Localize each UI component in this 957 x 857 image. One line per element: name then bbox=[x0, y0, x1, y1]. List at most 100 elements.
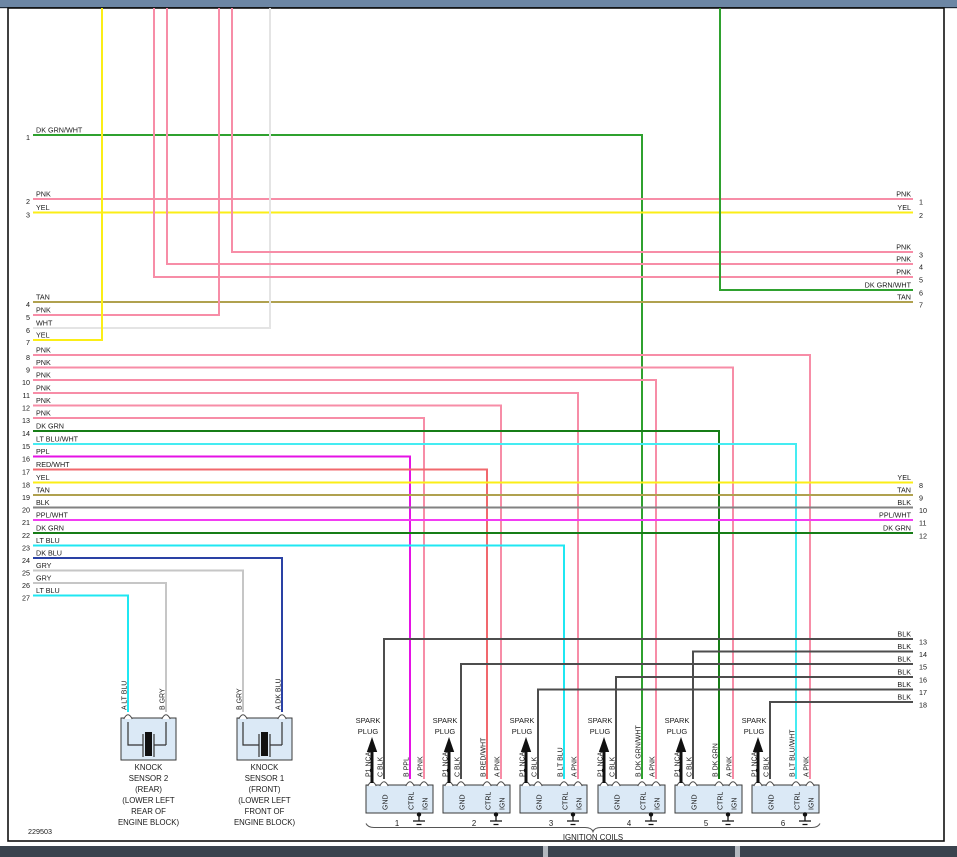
wire-number: 3 bbox=[26, 211, 30, 220]
coil-pin-label: P1 NCA bbox=[598, 751, 605, 777]
coil-terminal-label: CTRL bbox=[718, 792, 725, 810]
wire-color-label: YEL bbox=[36, 473, 50, 482]
coil-pin-label: B LT BLU/WHT bbox=[790, 729, 797, 777]
coil-terminal-label: IGN bbox=[577, 798, 584, 810]
wire-left-7 bbox=[33, 8, 103, 341]
wire-color-label: DK BLU bbox=[36, 549, 62, 558]
coil-pin-label: C BLK bbox=[764, 756, 771, 777]
coil-pin-label: P1 NCA bbox=[520, 751, 527, 777]
connector-arc-icon bbox=[728, 781, 738, 787]
wire-number: 12 bbox=[919, 532, 927, 541]
spark-plug-label: SPARK bbox=[665, 716, 690, 725]
spark-plug-label: PLUG bbox=[667, 727, 688, 736]
wire-color-label: PPL/WHT bbox=[36, 511, 69, 520]
coil-number: 2 bbox=[472, 819, 476, 828]
wire-color-label: PNK bbox=[36, 371, 51, 380]
wire-color-label: BLK bbox=[897, 498, 911, 507]
wire-number: 3 bbox=[919, 251, 923, 260]
ground-icon bbox=[490, 814, 502, 826]
wire-number: 15 bbox=[22, 442, 30, 451]
spark-plug-label: PLUG bbox=[744, 727, 765, 736]
spark-plug-arrowhead-icon bbox=[520, 737, 532, 752]
sensor-caption-line: ENGINE BLOCK) bbox=[118, 818, 179, 827]
ignition-coil-box bbox=[674, 784, 743, 814]
coil-pin-label: C BLK bbox=[687, 756, 694, 777]
coil-pin-label: A PNK bbox=[727, 756, 734, 777]
spark-plug-arrowhead-icon bbox=[598, 737, 610, 752]
wire-number: 2 bbox=[26, 197, 30, 206]
coil-terminal-label: IGN bbox=[732, 798, 739, 810]
wire-number: 24 bbox=[22, 556, 30, 565]
connector-arc-icon bbox=[559, 781, 569, 787]
wire-color-label: LT BLU bbox=[36, 536, 60, 545]
ground-icon bbox=[722, 814, 734, 826]
wire-right-4 bbox=[166, 8, 913, 265]
connector-arc-icon bbox=[405, 781, 415, 787]
wire-number: 9 bbox=[26, 366, 30, 375]
connector-arc-icon bbox=[379, 781, 389, 787]
wire-number: 19 bbox=[22, 493, 30, 502]
wire-color-label: PNK bbox=[36, 409, 51, 418]
wire-right-5 bbox=[153, 8, 913, 278]
coil-pin-label: A PNK bbox=[650, 756, 657, 777]
wire-color-label: BLK bbox=[897, 642, 911, 651]
footer: 229503 IGNITION COILS bbox=[28, 823, 821, 842]
wire-color-label: DK GRN bbox=[36, 524, 64, 533]
spark-plug-arrowhead-icon bbox=[752, 737, 764, 752]
sensor-caption-line: ENGINE BLOCK) bbox=[234, 818, 295, 827]
sensor-crystal-icon bbox=[261, 732, 268, 756]
ignition-coil-box bbox=[442, 784, 511, 814]
wire-number: 2 bbox=[919, 211, 923, 220]
wire-color-label: RED/WHT bbox=[36, 460, 70, 469]
wire-color-label: YEL bbox=[897, 473, 911, 482]
connector-arc-icon bbox=[419, 781, 429, 787]
wire-number: 5 bbox=[919, 276, 923, 285]
coil-pin-label: P1 NCA bbox=[443, 751, 450, 777]
spark-plug-arrowhead-icon bbox=[366, 737, 378, 752]
sensor-caption-line: FRONT OF bbox=[245, 807, 285, 816]
coil-terminal-label: CTRL bbox=[641, 792, 648, 810]
connector-arc-icon bbox=[456, 781, 466, 787]
wire-number: 25 bbox=[22, 569, 30, 578]
wire-color-label: BLK bbox=[897, 655, 911, 664]
ground-icon bbox=[799, 814, 811, 826]
wire-color-label: LT BLU bbox=[36, 586, 60, 595]
wire-color-label: PNK bbox=[36, 358, 51, 367]
wire-left-23 bbox=[33, 544, 565, 779]
coil-pin-label: A PNK bbox=[495, 756, 502, 777]
wire-color-label: TAN bbox=[897, 293, 911, 302]
sensor-pin-label: B GRY bbox=[160, 688, 167, 710]
wire-left-15 bbox=[33, 443, 797, 779]
connector-arc-icon bbox=[714, 781, 724, 787]
wire-right-14 bbox=[692, 650, 913, 779]
wire-color-label: BLK bbox=[36, 498, 50, 507]
wire-color-label: BLK bbox=[897, 693, 911, 702]
diagram-frame bbox=[7, 7, 945, 842]
diagram-id: 229503 bbox=[28, 827, 52, 836]
sensor-caption-line: SENSOR 1 bbox=[245, 774, 284, 783]
connector-arc-icon bbox=[482, 781, 492, 787]
coil-terminal-label: GND bbox=[537, 794, 544, 810]
wire-number: 22 bbox=[22, 531, 30, 540]
wire-left-17 bbox=[33, 468, 488, 779]
connector-arc-icon bbox=[573, 781, 583, 787]
sensor-caption-line: KNOCK bbox=[135, 763, 164, 772]
ignition-coils-brace bbox=[365, 823, 821, 834]
wire-color-label: DK GRN/WHT bbox=[36, 126, 83, 135]
wire-number: 7 bbox=[919, 301, 923, 310]
spark-plug-label: SPARK bbox=[742, 716, 767, 725]
coil-terminal-label: CTRL bbox=[486, 792, 493, 810]
wire-color-label: PPL bbox=[36, 447, 50, 456]
wire-left-12 bbox=[33, 404, 502, 779]
connector-arc-icon bbox=[238, 714, 248, 720]
wire-number: 13 bbox=[919, 638, 927, 647]
wire-number: 8 bbox=[919, 481, 923, 490]
coil-terminal-label: CTRL bbox=[563, 792, 570, 810]
sensor-caption-line: (FRONT) bbox=[248, 785, 280, 794]
wire-number: 17 bbox=[919, 688, 927, 697]
wire-color-label: BLK bbox=[897, 668, 911, 677]
ground-icon bbox=[645, 814, 657, 826]
coil-terminal-label: GND bbox=[615, 794, 622, 810]
